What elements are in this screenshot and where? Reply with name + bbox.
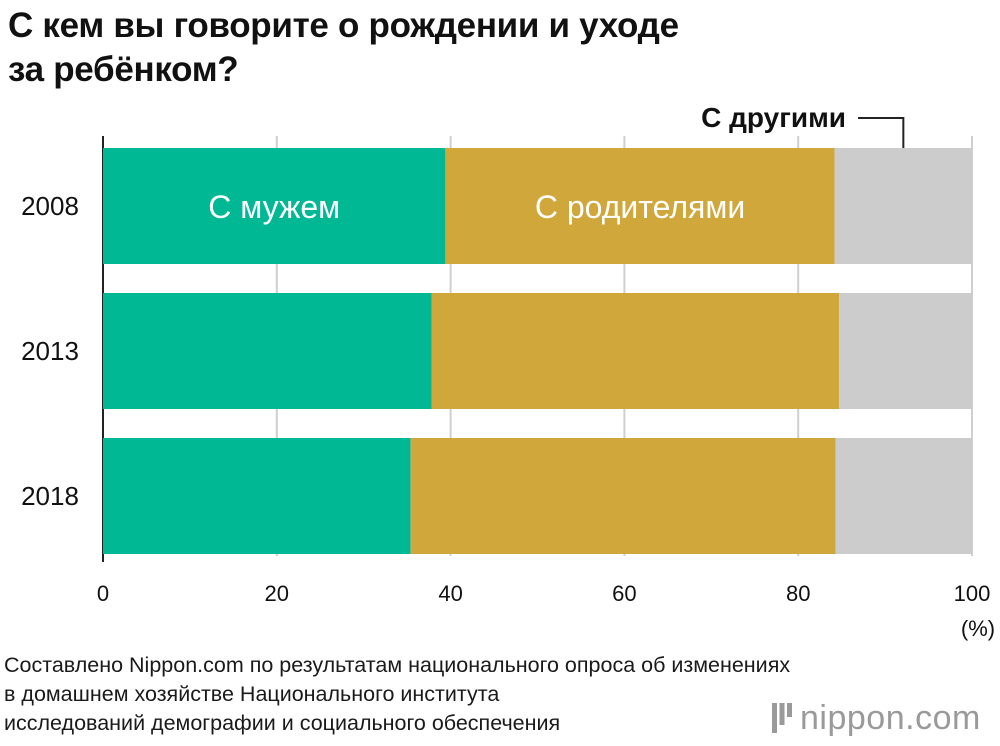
chart-title-line-2: за ребёнком? <box>8 50 239 89</box>
bar-2013-series-0 <box>103 293 432 409</box>
x-axis-unit: (%) <box>961 616 995 641</box>
nippon-logo: nippon.com <box>772 699 981 738</box>
bar-2013-series-1 <box>431 293 840 409</box>
x-tick-label-100: 100 <box>954 581 991 606</box>
source-line-1: Составлено Nippon.com по результатам нац… <box>4 653 791 677</box>
logo-name: nippon <box>800 698 906 737</box>
bar-2008-series-1 <box>445 148 835 264</box>
bar-2018-series-2 <box>835 438 972 554</box>
x-tick-label-0: 0 <box>97 581 109 606</box>
x-tick-label-80: 80 <box>786 581 810 606</box>
logo-suffix: com <box>915 698 981 737</box>
source-line-3: исследований демографии и социального об… <box>4 711 561 735</box>
x-tick-label-40: 40 <box>438 581 462 606</box>
nippon-logo-text: nippon.com <box>800 699 981 738</box>
series-label-1: С родителями <box>535 189 745 225</box>
callout-line-other <box>858 117 905 148</box>
series-label-2: С другими <box>701 102 846 133</box>
chart-title-line-1: С кем вы говорите о рождении и уходе <box>8 6 679 45</box>
series-label-0: С мужем <box>208 189 340 225</box>
bar-2013-series-2 <box>839 293 972 409</box>
stacked-bar-chart: 0 20 40 60 80 100 (%) 2008 2013 2018 С мужем С роди… <box>21 102 995 641</box>
bar-2018-series-0 <box>103 438 411 554</box>
x-tick-label-60: 60 <box>612 581 636 606</box>
category-label-2018: 2018 <box>21 481 79 511</box>
bar-2008-series-2 <box>834 148 972 264</box>
logo-dot: . <box>905 698 916 737</box>
bars <box>103 148 972 554</box>
source-line-2: в домашнем хозяйстве Национального инсти… <box>4 682 500 706</box>
x-tick-label-20: 20 <box>265 581 289 606</box>
bar-2008-series-0 <box>103 148 446 264</box>
source-note: Составлено Nippon.com по результатам нац… <box>4 651 1000 738</box>
chart-title: С кем вы говорите о рождении и уходе за … <box>8 4 968 92</box>
category-label-2013: 2013 <box>21 336 79 366</box>
labels: 0 20 40 60 80 100 (%) 2008 2013 2018 С мужем С роди… <box>21 102 995 641</box>
nippon-mark-icon <box>772 703 792 733</box>
category-label-2008: 2008 <box>21 191 79 221</box>
bar-2018-series-1 <box>410 438 836 554</box>
